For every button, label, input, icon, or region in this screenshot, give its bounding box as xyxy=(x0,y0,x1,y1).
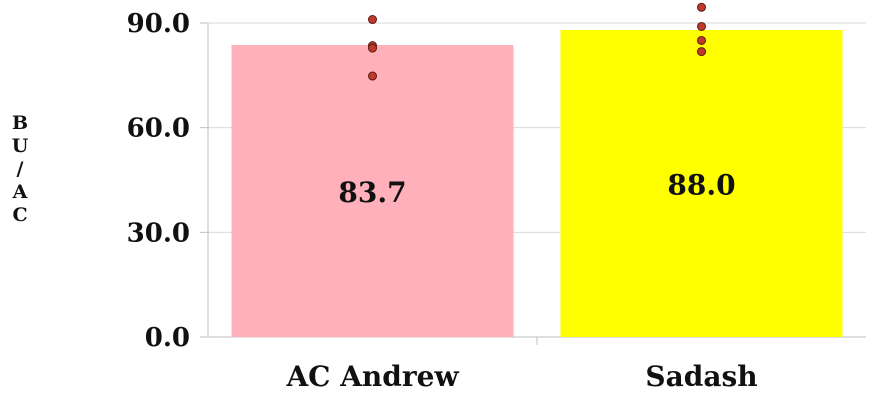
bar xyxy=(231,44,514,337)
y-tick-label: 0.0 xyxy=(145,323,190,353)
y-axis-label-char: / xyxy=(17,158,24,180)
data-point xyxy=(697,47,706,57)
x-category-label: Sadash xyxy=(645,360,757,393)
y-axis-label-char: A xyxy=(12,181,28,203)
y-tick-label: 90.0 xyxy=(127,9,190,39)
data-point xyxy=(697,2,706,12)
data-point xyxy=(368,15,377,25)
bar-value-label: 88.0 xyxy=(667,168,735,201)
data-point xyxy=(697,35,706,45)
bar-value-label: 83.7 xyxy=(338,176,406,209)
y-axis-label-char: U xyxy=(12,135,29,157)
y-tick-label: 60.0 xyxy=(127,114,190,144)
bar xyxy=(560,29,843,337)
y-axis-label-char: C xyxy=(12,204,27,226)
data-point xyxy=(368,71,377,81)
data-point xyxy=(697,21,706,31)
y-axis-label-char: B xyxy=(12,112,28,134)
x-category-label: AC Andrew xyxy=(285,360,459,393)
data-point xyxy=(368,43,377,53)
y-tick-label: 30.0 xyxy=(127,218,190,248)
